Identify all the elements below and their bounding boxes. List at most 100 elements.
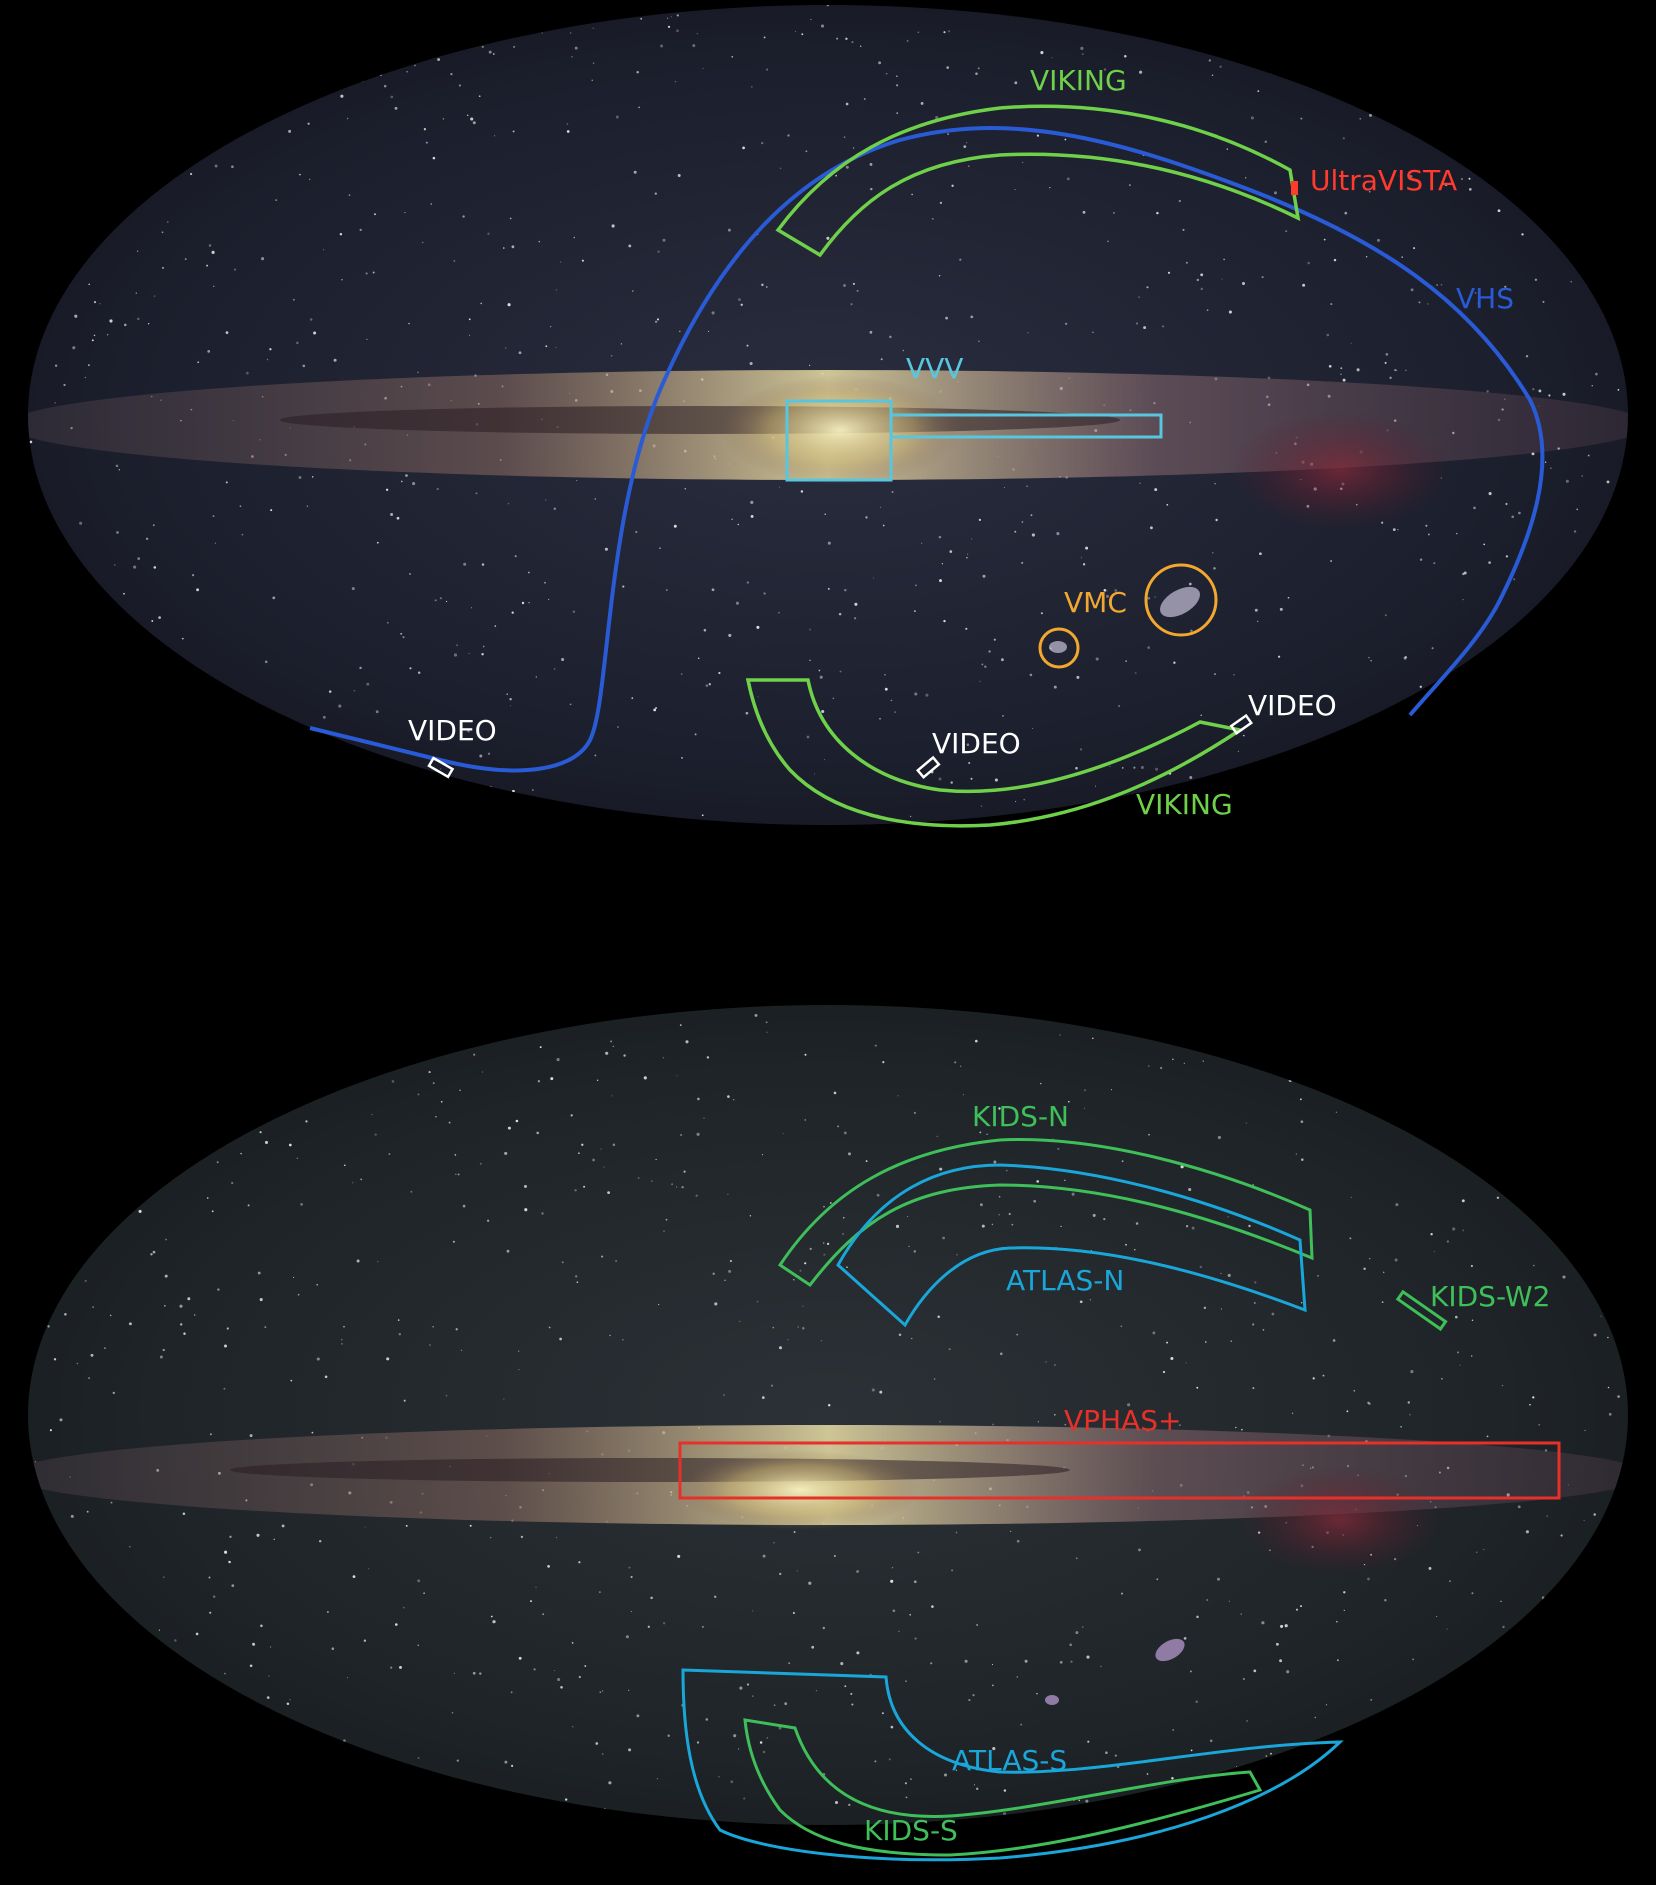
star (414, 64, 416, 67)
star (1332, 17, 1336, 20)
star (85, 1042, 88, 1045)
star (610, 1040, 613, 1043)
star (417, 671, 421, 674)
star (1454, 151, 1457, 155)
star (779, 167, 782, 169)
star (92, 1793, 96, 1797)
star (139, 5, 142, 7)
star (468, 318, 471, 321)
star (550, 1077, 554, 1081)
star (836, 37, 839, 40)
star (936, 1135, 938, 1138)
star (1397, 42, 1400, 45)
star (459, 1089, 461, 1091)
star (569, 703, 572, 706)
star (1367, 754, 1370, 757)
star (430, 203, 433, 205)
star (153, 295, 156, 297)
star (308, 178, 311, 181)
star (1022, 161, 1024, 164)
star (1462, 1229, 1465, 1232)
star (509, 217, 512, 220)
star (705, 1718, 709, 1721)
star (417, 1093, 420, 1096)
star (1429, 1694, 1433, 1698)
star (428, 1071, 431, 1074)
star (653, 708, 657, 712)
star (806, 735, 810, 739)
star (1465, 820, 1469, 825)
star (93, 301, 97, 304)
star (988, 650, 991, 653)
star (1418, 301, 1421, 304)
star (311, 1431, 314, 1434)
star (594, 754, 597, 757)
star (438, 810, 440, 813)
star (153, 566, 157, 569)
star (970, 315, 974, 319)
star (312, 84, 316, 88)
star (814, 773, 816, 775)
star (489, 1536, 492, 1539)
star (1522, 820, 1525, 823)
star (1326, 333, 1330, 337)
star (479, 1162, 482, 1165)
star (1113, 212, 1115, 214)
star (1453, 719, 1455, 721)
star (342, 1739, 346, 1743)
star (896, 112, 898, 114)
star (659, 547, 661, 549)
star (372, 1031, 375, 1034)
star (488, 1007, 490, 1010)
star (406, 70, 408, 73)
star (880, 358, 883, 361)
star (737, 298, 741, 302)
star (942, 1236, 945, 1240)
star (473, 1053, 476, 1056)
star (547, 1565, 550, 1568)
star (58, 1705, 60, 1707)
star (117, 1125, 121, 1129)
star (685, 1040, 689, 1044)
star (1506, 16, 1508, 18)
star (1489, 1065, 1491, 1067)
large-magellanic-cloud (1160, 586, 1200, 618)
star (1133, 766, 1136, 769)
star (1395, 1203, 1399, 1207)
star (228, 1560, 230, 1563)
star (1143, 326, 1147, 330)
star (158, 616, 161, 619)
star (843, 1131, 847, 1135)
star (513, 45, 516, 48)
star (982, 574, 986, 578)
star (827, 1242, 830, 1245)
star (762, 1554, 766, 1558)
star (859, 45, 862, 47)
star (914, 610, 916, 612)
star (1075, 1557, 1078, 1560)
star (360, 1178, 363, 1181)
star (979, 1131, 982, 1134)
star (1471, 1592, 1474, 1595)
star (914, 692, 918, 696)
star (1626, 576, 1628, 578)
star (1271, 1312, 1275, 1316)
star (1202, 1060, 1204, 1062)
star (676, 29, 679, 33)
star (1504, 285, 1507, 288)
star (160, 735, 164, 738)
star (417, 1579, 421, 1583)
star (84, 1279, 87, 1282)
ultravista-field (1291, 181, 1298, 195)
star (1472, 1793, 1476, 1797)
star (1550, 1079, 1553, 1081)
star (1473, 101, 1475, 104)
star (1334, 775, 1337, 778)
star (1100, 1665, 1102, 1667)
star (1575, 681, 1579, 684)
star (206, 1197, 209, 1199)
star (943, 1773, 948, 1777)
star (1418, 1087, 1420, 1089)
star (430, 1051, 433, 1055)
star (460, 1349, 463, 1351)
